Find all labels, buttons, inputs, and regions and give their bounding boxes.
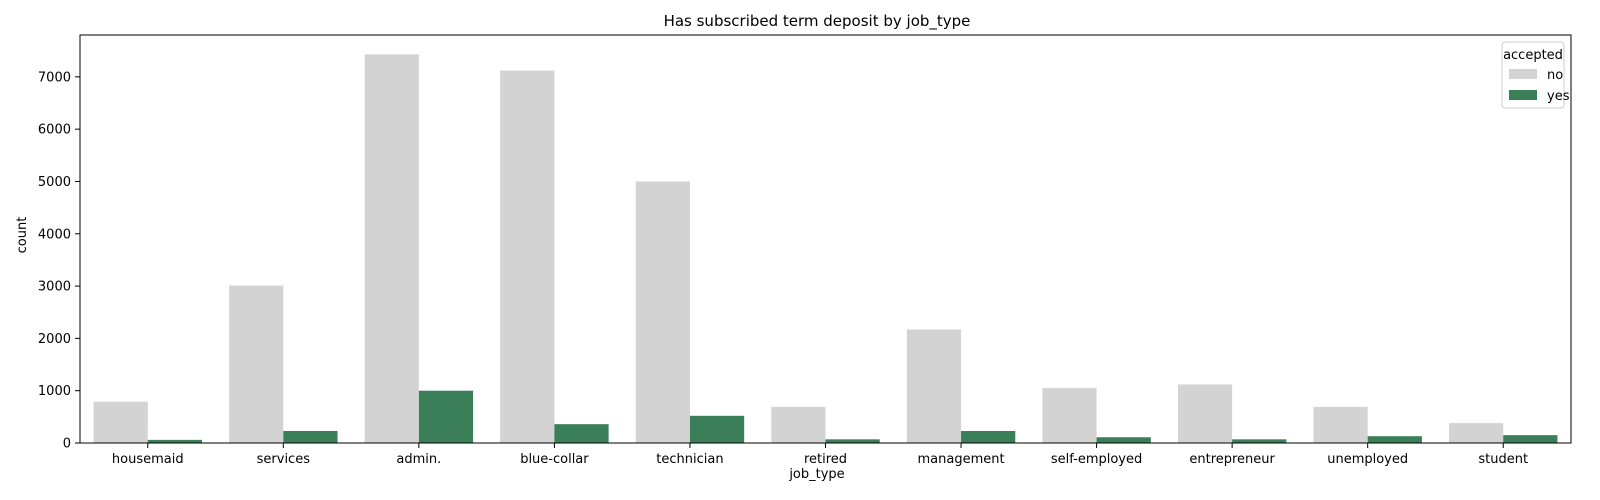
bar-no-blue-collar — [500, 70, 555, 444]
bar-yes-retired — [825, 439, 880, 443]
x-tick-label: services — [257, 452, 311, 467]
bar-yes-housemaid — [147, 439, 202, 443]
bar-yes-services — [283, 430, 338, 443]
y-tick-label: 4000 — [38, 227, 71, 242]
x-tick-label: technician — [656, 452, 723, 467]
bar-no-entrepreneur — [1177, 384, 1233, 443]
y-axis: 0 1000 2000 3000 4000 5000 6000 7000 — [38, 70, 80, 452]
bar-no-management — [906, 329, 962, 443]
x-tick-label: retired — [804, 452, 847, 467]
legend-label-no: no — [1547, 68, 1563, 83]
bar-no-student — [1449, 423, 1504, 443]
legend-swatch-no — [1509, 69, 1537, 79]
y-tick-label: 1000 — [38, 384, 71, 399]
bar-no-retired — [771, 406, 826, 443]
bar-no-services — [229, 285, 284, 443]
y-axis-label: count — [15, 217, 30, 254]
bar-no-self-employed — [1042, 388, 1097, 443]
bar-yes-blue-collar — [554, 424, 609, 443]
y-tick-label: 3000 — [38, 280, 71, 295]
x-tick-label: self-employed — [1051, 452, 1142, 467]
bars — [93, 54, 1558, 444]
x-tick-label: student — [1478, 452, 1528, 467]
x-tick-label: entrepreneur — [1189, 452, 1275, 467]
chart-title: Has subscribed term deposit by job_type — [664, 12, 971, 31]
x-tick-label: housemaid — [112, 452, 184, 467]
legend-label-yes: yes — [1547, 89, 1570, 104]
x-tick-label: blue-collar — [520, 452, 589, 467]
bar-yes-self-employed — [1096, 437, 1151, 443]
x-tick-label: admin. — [396, 452, 441, 467]
x-axis-label: job_type — [788, 467, 844, 482]
bar-yes-entrepreneur — [1232, 439, 1287, 443]
legend-title: accepted — [1503, 48, 1563, 63]
y-tick-label: 6000 — [38, 123, 71, 138]
x-tick-label: unemployed — [1327, 452, 1408, 467]
bar-no-unemployed — [1313, 406, 1368, 443]
bar-no-housemaid — [93, 401, 148, 443]
bar-no-technician — [635, 181, 690, 443]
plot-frame — [79, 34, 1572, 444]
x-tick-label: management — [917, 452, 1004, 467]
bar-yes-unemployed — [1367, 436, 1422, 443]
x-axis: housemaid services admin. blue-collar techni… — [112, 443, 1528, 467]
legend: accepted no yes — [1501, 41, 1570, 109]
legend-swatch-yes — [1509, 90, 1537, 100]
bar-yes-management — [961, 430, 1016, 443]
bar-yes-admin. — [418, 390, 474, 443]
bar-no-admin. — [364, 54, 419, 443]
y-tick-label: 2000 — [38, 332, 71, 347]
bar-yes-student — [1503, 435, 1558, 443]
y-tick-label: 0 — [63, 437, 71, 452]
y-tick-label: 5000 — [38, 175, 71, 190]
y-tick-label: 7000 — [38, 70, 71, 85]
bar-yes-technician — [689, 415, 745, 443]
